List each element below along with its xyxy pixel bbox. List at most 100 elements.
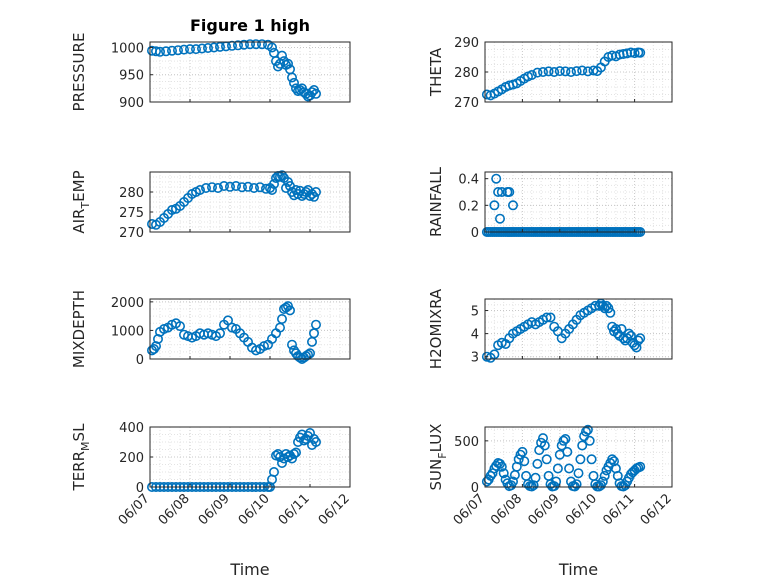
data-point <box>519 456 530 467</box>
data-point <box>173 45 184 56</box>
x-tick-label: 06/11 <box>276 491 313 528</box>
data-point <box>575 454 586 465</box>
data-point <box>590 300 601 311</box>
y-tick-label: 4 <box>471 328 479 343</box>
data-point <box>599 470 610 481</box>
y-tick-label: 1000 <box>111 324 144 339</box>
data-point <box>286 339 297 350</box>
data-point <box>496 461 507 472</box>
y-axis-label: THETA <box>427 47 445 97</box>
data-point <box>560 433 571 444</box>
x-axis-label: Time <box>229 560 269 579</box>
data-point <box>282 58 293 69</box>
axes-box <box>484 426 673 488</box>
data-point <box>207 182 218 193</box>
data-point <box>179 44 190 55</box>
data-point <box>551 476 562 487</box>
y-axis-label: SUNFLUX <box>427 424 449 491</box>
data-point <box>498 468 509 479</box>
data-point <box>584 435 595 446</box>
data-point <box>288 77 299 88</box>
data-point <box>541 312 552 323</box>
data-point <box>491 173 502 184</box>
data-point <box>175 321 186 332</box>
data-point <box>571 66 582 77</box>
x-tick-label: 06/09 <box>196 491 233 528</box>
subplot-rainfall: 0 0.2 0.4 RAINFALL <box>427 166 673 241</box>
data-point <box>185 44 196 55</box>
axes-box <box>149 298 351 360</box>
data-point <box>594 300 605 311</box>
data-point <box>239 39 250 50</box>
data-point <box>504 187 515 198</box>
data-point <box>560 66 571 77</box>
data-point <box>151 46 162 57</box>
y-axis-label: H2OMIXRA <box>427 288 445 369</box>
data-point <box>215 41 226 52</box>
data-point <box>209 42 220 53</box>
y-tick-label: 0 <box>136 481 144 496</box>
data-point <box>268 466 279 477</box>
data-point <box>623 328 634 339</box>
data-point <box>276 170 287 181</box>
data-point <box>573 468 584 479</box>
data-point <box>541 454 552 465</box>
data-point <box>274 171 285 182</box>
y-tick-label: 290 <box>454 36 479 51</box>
subplot-h2omixra: 3 4 5 H2OMIXRA <box>427 288 673 369</box>
y-tick-label: 5 <box>471 305 479 320</box>
data-point <box>310 88 321 99</box>
y-tick-label: 0.4 <box>458 173 479 188</box>
data-point <box>526 70 537 81</box>
data-point <box>564 463 575 474</box>
data-point <box>260 183 271 194</box>
data-point <box>635 333 646 344</box>
data-point <box>635 461 646 472</box>
data-point <box>616 323 627 334</box>
data-point <box>268 47 279 58</box>
data-point <box>517 446 528 457</box>
data-point <box>605 307 616 318</box>
axes-box <box>149 171 351 233</box>
data-point <box>532 67 543 78</box>
data-point <box>558 435 569 446</box>
data-point <box>530 472 541 483</box>
data-point <box>635 47 646 58</box>
data-point <box>507 476 518 487</box>
data-point <box>597 300 608 311</box>
data-point <box>310 187 321 198</box>
axes-box <box>484 171 673 233</box>
data-point <box>577 65 588 76</box>
data-point <box>155 46 166 57</box>
subplot-theta: 270 280 290 THETA <box>427 36 673 111</box>
subplot-mixdepth: 0 1000 2000 MIXDEPTH <box>70 290 351 368</box>
data-point <box>562 446 573 457</box>
data-point <box>582 66 593 77</box>
data-point <box>631 342 642 353</box>
data-point <box>577 440 588 451</box>
data-point <box>237 182 248 193</box>
subplot-pressure: 900 950 1000 PRESSURE Figure 1 high <box>70 16 351 111</box>
data-point <box>268 179 279 190</box>
x-tick-label: 06/09 <box>526 491 563 528</box>
data-point <box>284 305 295 316</box>
data-point <box>243 181 254 192</box>
y-tick-label: 0 <box>471 481 479 496</box>
data-point <box>233 40 244 51</box>
data-point <box>308 328 319 339</box>
data-point <box>586 454 597 465</box>
y-tick-label: 900 <box>119 96 144 111</box>
data-point <box>489 200 500 211</box>
y-tick-label: 400 <box>119 421 144 436</box>
y-tick-label: 0 <box>136 353 144 368</box>
data-point <box>256 39 267 50</box>
y-tick-label: 280 <box>119 186 144 201</box>
data-point <box>552 463 563 474</box>
data-point <box>308 191 319 202</box>
x-tick-label: 06/10 <box>563 491 600 528</box>
y-tick-label: 2000 <box>111 296 144 311</box>
y-tick-label: 500 <box>454 435 479 450</box>
x-tick-label: 06/08 <box>156 491 193 528</box>
axes-box <box>149 41 351 103</box>
